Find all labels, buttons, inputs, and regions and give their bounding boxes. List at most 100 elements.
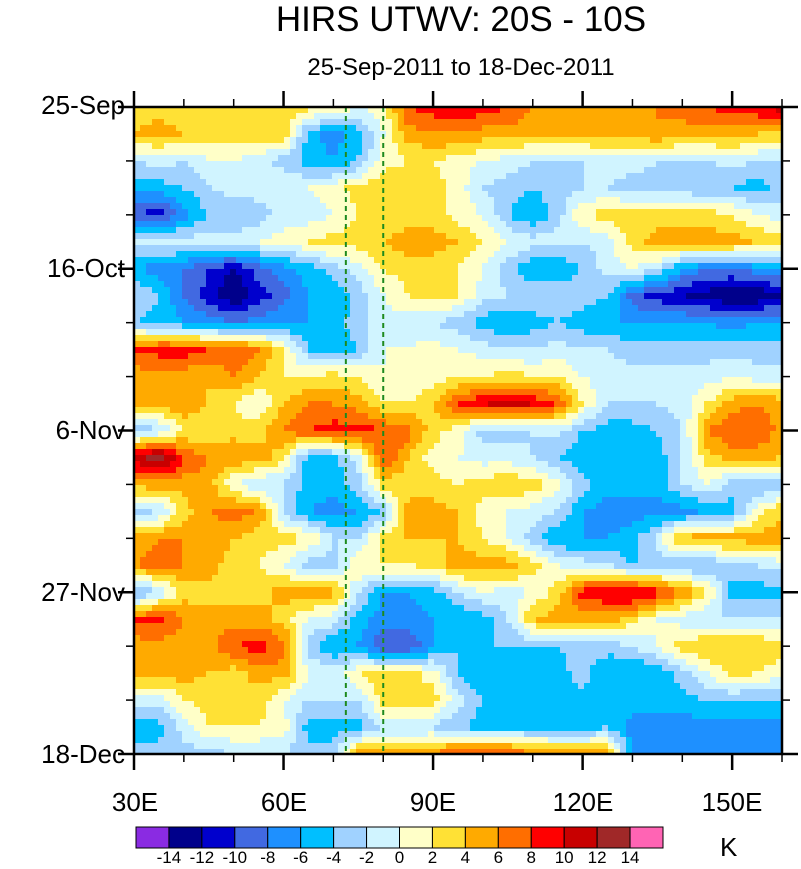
field-cell [194,725,291,732]
field-cell [656,533,663,540]
field-cell [218,293,249,300]
field-cell [434,701,447,708]
field-cell [458,653,567,660]
field-cell [584,581,639,588]
field-cell [362,521,375,528]
field-cell [440,677,453,684]
field-cell [434,629,495,636]
field-cell [572,599,603,606]
field-cell [362,473,369,480]
field-cell [356,467,363,474]
field-cell [296,569,345,576]
field-cell [272,617,291,624]
field-cell [716,323,747,330]
field-cell [518,599,537,606]
field-cell [176,719,189,726]
field-cell [692,395,717,402]
x-tick-label: 120E [552,787,614,817]
field-cell [434,623,495,630]
field-cell [668,545,723,552]
field-cell [476,515,507,522]
field-cell [200,197,255,204]
field-cell [692,443,699,450]
field-cell [596,263,627,270]
field-cell [584,179,615,186]
field-cell [308,617,339,624]
field-cell [674,641,782,648]
field-cell [260,251,297,258]
field-cell [686,515,735,522]
field-cell [134,563,141,570]
field-cell [422,455,459,462]
field-cell [362,467,375,474]
field-cell [728,479,782,486]
field-cell [218,491,243,498]
field-cell [134,719,159,726]
field-cell [200,335,267,342]
field-cell [716,209,753,216]
field-cell [620,527,651,534]
field-cell [704,383,782,390]
field-cell [776,557,782,564]
field-cell [578,605,639,612]
field-cell [296,413,369,420]
field-cell [734,245,782,252]
field-cell [380,149,399,156]
field-cell [734,497,753,504]
field-cell [386,521,399,528]
field-cell [524,359,543,366]
field-cell [302,389,351,396]
field-cell [704,443,729,450]
field-cell [206,395,243,402]
field-cell [266,203,327,210]
field-cell [464,695,483,702]
field-cell [374,455,381,462]
field-cell [134,359,249,366]
field-cell [704,419,723,426]
field-cell [296,731,309,738]
field-cell [404,281,459,288]
field-cell [506,287,615,294]
field-cell [434,713,453,720]
field-cell [500,263,519,270]
field-cell [380,155,405,162]
field-cell [188,365,225,372]
colorbar-label: -6 [293,848,309,867]
field-cell [158,341,171,348]
field-cell [392,233,447,240]
field-cell [134,173,201,180]
field-cell [380,551,447,558]
field-cell [164,455,177,462]
field-cell [176,443,285,450]
field-cell [278,515,291,522]
field-cell [446,665,459,672]
field-cell [182,521,261,528]
field-cell [584,521,633,528]
field-cell [614,353,782,360]
field-cell [722,545,782,552]
field-cell [680,623,782,630]
field-cell [476,281,501,288]
field-cell [134,161,147,168]
field-cell [368,179,447,186]
field-cell [290,131,297,138]
field-cell [758,563,782,570]
field-cell [134,599,141,606]
field-cell [290,557,309,564]
field-cell [188,299,207,306]
field-cell [392,527,405,534]
field-cell [470,335,621,342]
field-cell [596,257,621,264]
field-cell [614,251,681,258]
field-cell [224,275,243,282]
field-cell [296,671,309,678]
field-cell [308,239,387,246]
field-cell [638,551,663,558]
field-cell [398,449,411,456]
field-cell [356,155,369,162]
field-cell [350,305,369,312]
field-cell [338,605,351,612]
field-cell [572,491,585,498]
field-cell [134,179,165,186]
field-cell [674,527,735,534]
